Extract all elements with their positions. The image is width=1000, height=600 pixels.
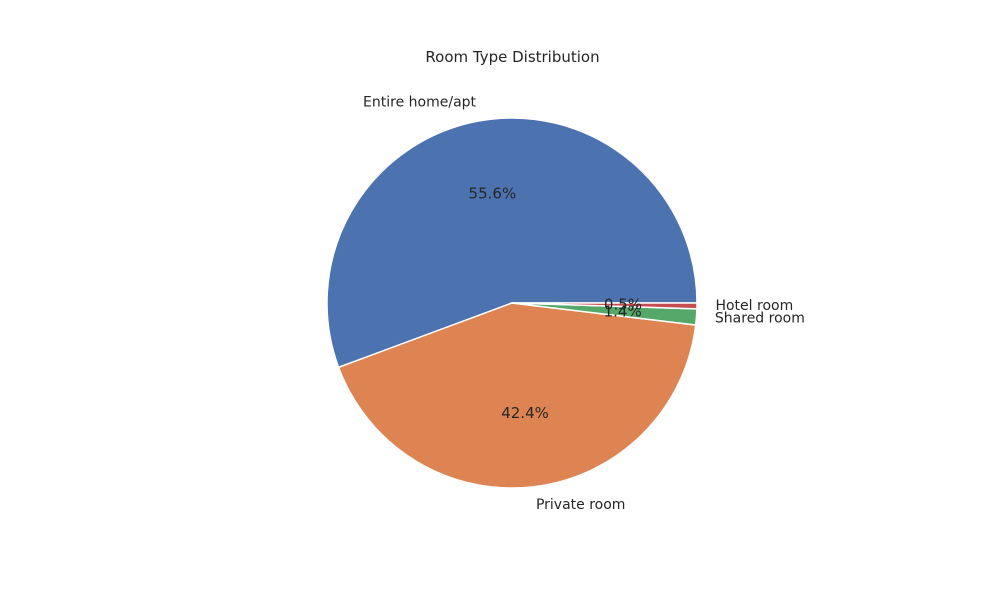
pie-slice-entire-home-apt (326, 117, 698, 369)
pie-labels: Entire home/apt 55.6% Private room 42.4% Sha… (363, 95, 805, 513)
slice-percentage: 0.5% (604, 296, 642, 314)
slice-percentage: 1.4% (604, 302, 642, 320)
slice-label: Private room (536, 497, 625, 513)
slice-label: Shared room (715, 310, 805, 326)
chart-title: Room Type Distribution (425, 48, 600, 66)
slice-label: Hotel room (715, 298, 793, 314)
pie-slice-private-room (337, 302, 697, 489)
pie-slice-hotel-room (511, 302, 698, 310)
slice-label: Entire home/apt (363, 95, 476, 111)
slice-percentage: 55.6% (469, 185, 517, 203)
slice-percentage: 42.4% (501, 404, 549, 422)
pie-slices (326, 117, 698, 489)
